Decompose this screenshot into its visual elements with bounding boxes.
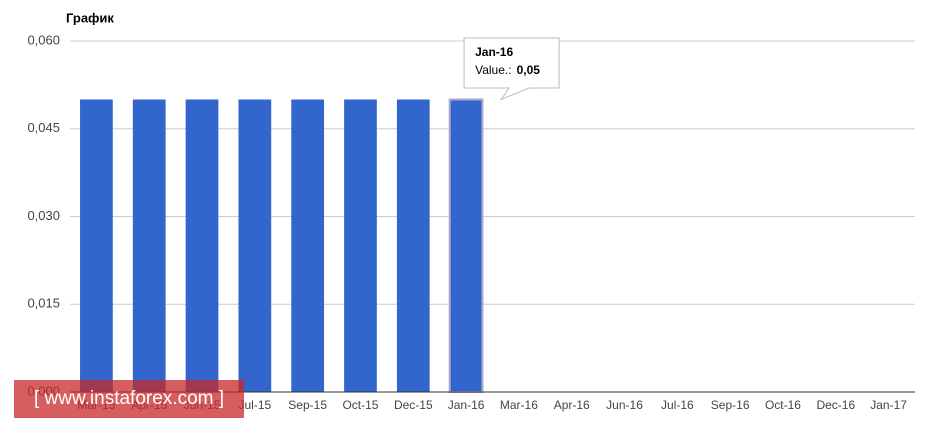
x-tick-label: Oct-15 [342, 398, 378, 412]
x-tick-label: Jul-16 [661, 398, 694, 412]
x-tick-label: Oct-16 [765, 398, 801, 412]
x-tick-label: Jul-15 [239, 398, 272, 412]
tooltip-label: Value.: [475, 63, 511, 77]
watermark-bg [14, 380, 244, 418]
bar [132, 99, 166, 392]
x-tick-label: Dec-15 [394, 398, 433, 412]
watermark: [ www.instaforex.com ] [14, 380, 244, 418]
x-tick-label: Sep-15 [288, 398, 327, 412]
y-tick-label: 0,060 [27, 32, 60, 47]
bar [185, 99, 219, 392]
tooltip: Jan-16 Value.: 0,05 [463, 37, 560, 101]
bar [238, 99, 272, 392]
y-tick-label: 0,015 [27, 296, 60, 311]
watermark-text: [ www.instaforex.com ] [34, 388, 224, 409]
tooltip-title: Jan-16 [475, 45, 513, 59]
x-tick-label: Mar-16 [500, 398, 538, 412]
bar [448, 98, 484, 393]
y-tick-label: 0,045 [27, 120, 60, 135]
x-tick-label: Dec-16 [816, 398, 855, 412]
bar [80, 99, 113, 392]
bar [344, 99, 377, 392]
chart-title: График [66, 10, 114, 25]
tooltip-box [463, 37, 560, 101]
x-tick-label: Jan-17 [870, 398, 907, 412]
bar [291, 99, 325, 392]
x-tick-label: Jan-16 [448, 398, 485, 412]
x-tick-label: Jun-16 [606, 398, 643, 412]
bar [396, 99, 430, 392]
x-tick-label: Apr-16 [554, 398, 590, 412]
y-tick-label: 0,030 [27, 208, 60, 223]
x-tick-label: Sep-16 [711, 398, 750, 412]
tooltip-value: 0,05 [517, 63, 541, 77]
